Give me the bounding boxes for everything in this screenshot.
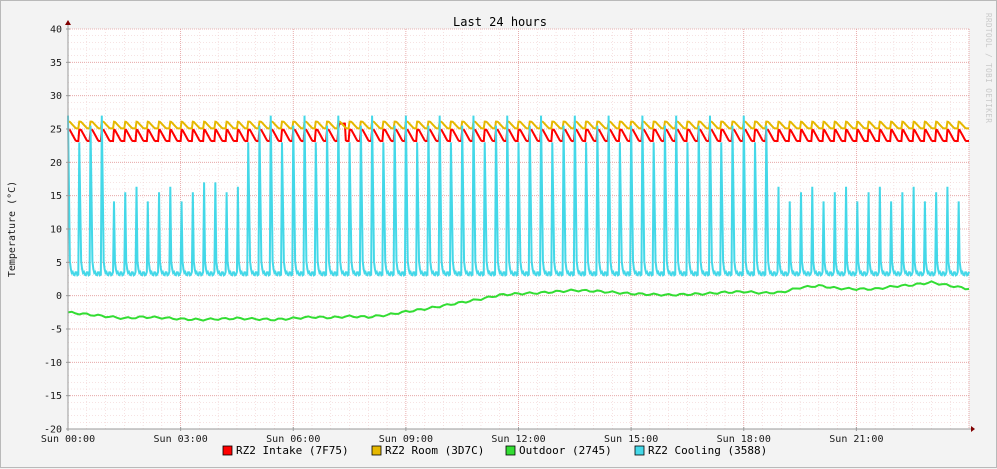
chart-title: Last 24 hours xyxy=(453,15,547,29)
y-tick-label: -20 xyxy=(44,425,62,436)
rrdtool-watermark: RRDTOOL / TOBI OETIKER xyxy=(984,13,993,123)
series-line-3 xyxy=(67,115,970,277)
y-tick-label: -15 xyxy=(44,391,62,402)
y-tick-label: 30 xyxy=(50,91,62,102)
y-tick-label: 15 xyxy=(50,191,62,202)
x-tick-label: Sun 15:00 xyxy=(604,434,658,445)
x-tick-label: Sun 03:00 xyxy=(154,434,208,445)
legend-swatch xyxy=(634,445,645,456)
legend-entry: RZ2 Room (3D7C) xyxy=(385,444,484,457)
legend-swatch xyxy=(371,445,382,456)
x-tick-labels: Sun 00:00 Sun 03:00 Sun 06:00 Sun 09:00 Sun … xyxy=(41,427,883,445)
x-axis-arrow-icon xyxy=(971,426,975,432)
y-tick-label: 10 xyxy=(50,225,62,236)
series-lines xyxy=(67,115,970,322)
x-tick-label: Sun 06:00 xyxy=(266,434,320,445)
y-axis-label: Temperature (°C) xyxy=(7,181,18,277)
axes xyxy=(65,20,975,432)
y-tick-label: 40 xyxy=(50,25,62,36)
legend-swatch xyxy=(222,445,233,456)
legend-entry: RZ2 Cooling (3588) xyxy=(648,444,767,457)
x-tick-label: Sun 00:00 xyxy=(41,434,95,445)
y-tick-label: 25 xyxy=(50,125,62,136)
y-tick-label: -5 xyxy=(50,325,62,336)
legend-entry: RZ2 Intake (7F75) xyxy=(236,444,349,457)
y-tick-label: 20 xyxy=(50,158,62,169)
series-line-2 xyxy=(67,280,970,322)
legend-entry: Outdoor (2745) xyxy=(519,444,612,457)
x-tick-label: Sun 09:00 xyxy=(379,434,433,445)
legend-swatch xyxy=(505,445,516,456)
series-line-0 xyxy=(68,122,969,142)
y-tick-labels: 40 35 30 25 20 15 10 5 0 -5 -10 -15 -20 xyxy=(44,25,70,436)
grid xyxy=(67,28,970,430)
legend: RZ2 Intake (7F75) RZ2 Room (3D7C) Outdoor … xyxy=(222,444,767,457)
y-tick-label: -10 xyxy=(44,358,62,369)
y-tick-label: 5 xyxy=(56,258,62,269)
y-tick-label: 35 xyxy=(50,58,62,69)
x-tick-label: Sun 21:00 xyxy=(829,434,883,445)
x-tick-label: Sun 12:00 xyxy=(491,434,545,445)
y-tick-label: 0 xyxy=(56,291,62,302)
series-line-1 xyxy=(68,120,969,130)
y-axis-arrow-icon xyxy=(65,20,71,25)
x-tick-label: Sun 18:00 xyxy=(717,434,771,445)
